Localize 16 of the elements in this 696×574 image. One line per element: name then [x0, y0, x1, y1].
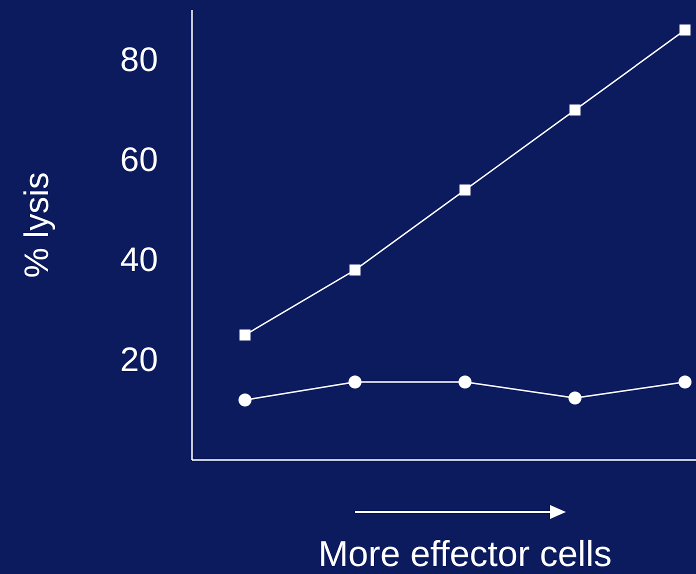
point [570, 104, 580, 116]
y-tick-label: 40 [120, 241, 158, 279]
point [458, 376, 472, 388]
point [348, 376, 362, 388]
point [238, 394, 252, 406]
y-axis-title: % lysis [18, 172, 56, 278]
y-tick-label: 20 [120, 341, 158, 379]
point [460, 184, 470, 196]
x-axis-title: More effector cells [318, 533, 612, 574]
point [678, 376, 692, 388]
point [350, 264, 360, 276]
point [680, 24, 690, 36]
y-tick-label: 60 [120, 141, 158, 179]
y-tick-label: 80 [120, 41, 158, 79]
point [240, 330, 250, 340]
point [568, 392, 582, 404]
